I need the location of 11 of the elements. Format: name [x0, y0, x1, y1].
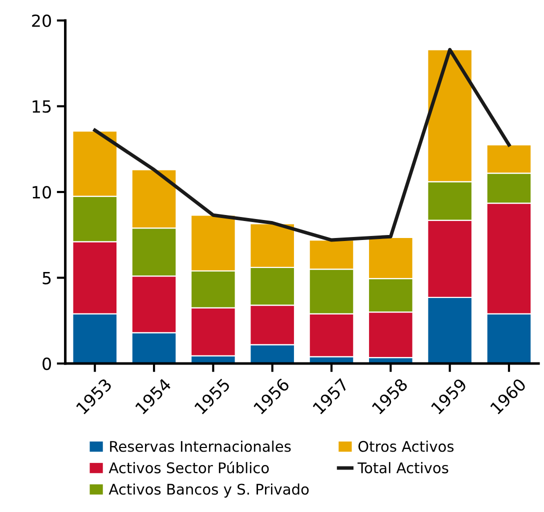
y-tick-label: 15 [32, 100, 51, 113]
legend-label: Activos Sector Público [108, 461, 269, 474]
y-tick-label: 10 [32, 186, 51, 199]
y-tick-label: 5 [42, 272, 51, 284]
line-series [93, 48, 511, 242]
legend-label: Reservas Internacionales [110, 440, 291, 452]
legend-label: Activos Bancos y S. Privado [108, 483, 309, 498]
legend-label: Otros Activos [358, 440, 454, 452]
legend-label: Total Activos [358, 462, 448, 474]
y-tick-label: 20 [32, 14, 51, 28]
y-tick-label: 0 [42, 357, 51, 370]
